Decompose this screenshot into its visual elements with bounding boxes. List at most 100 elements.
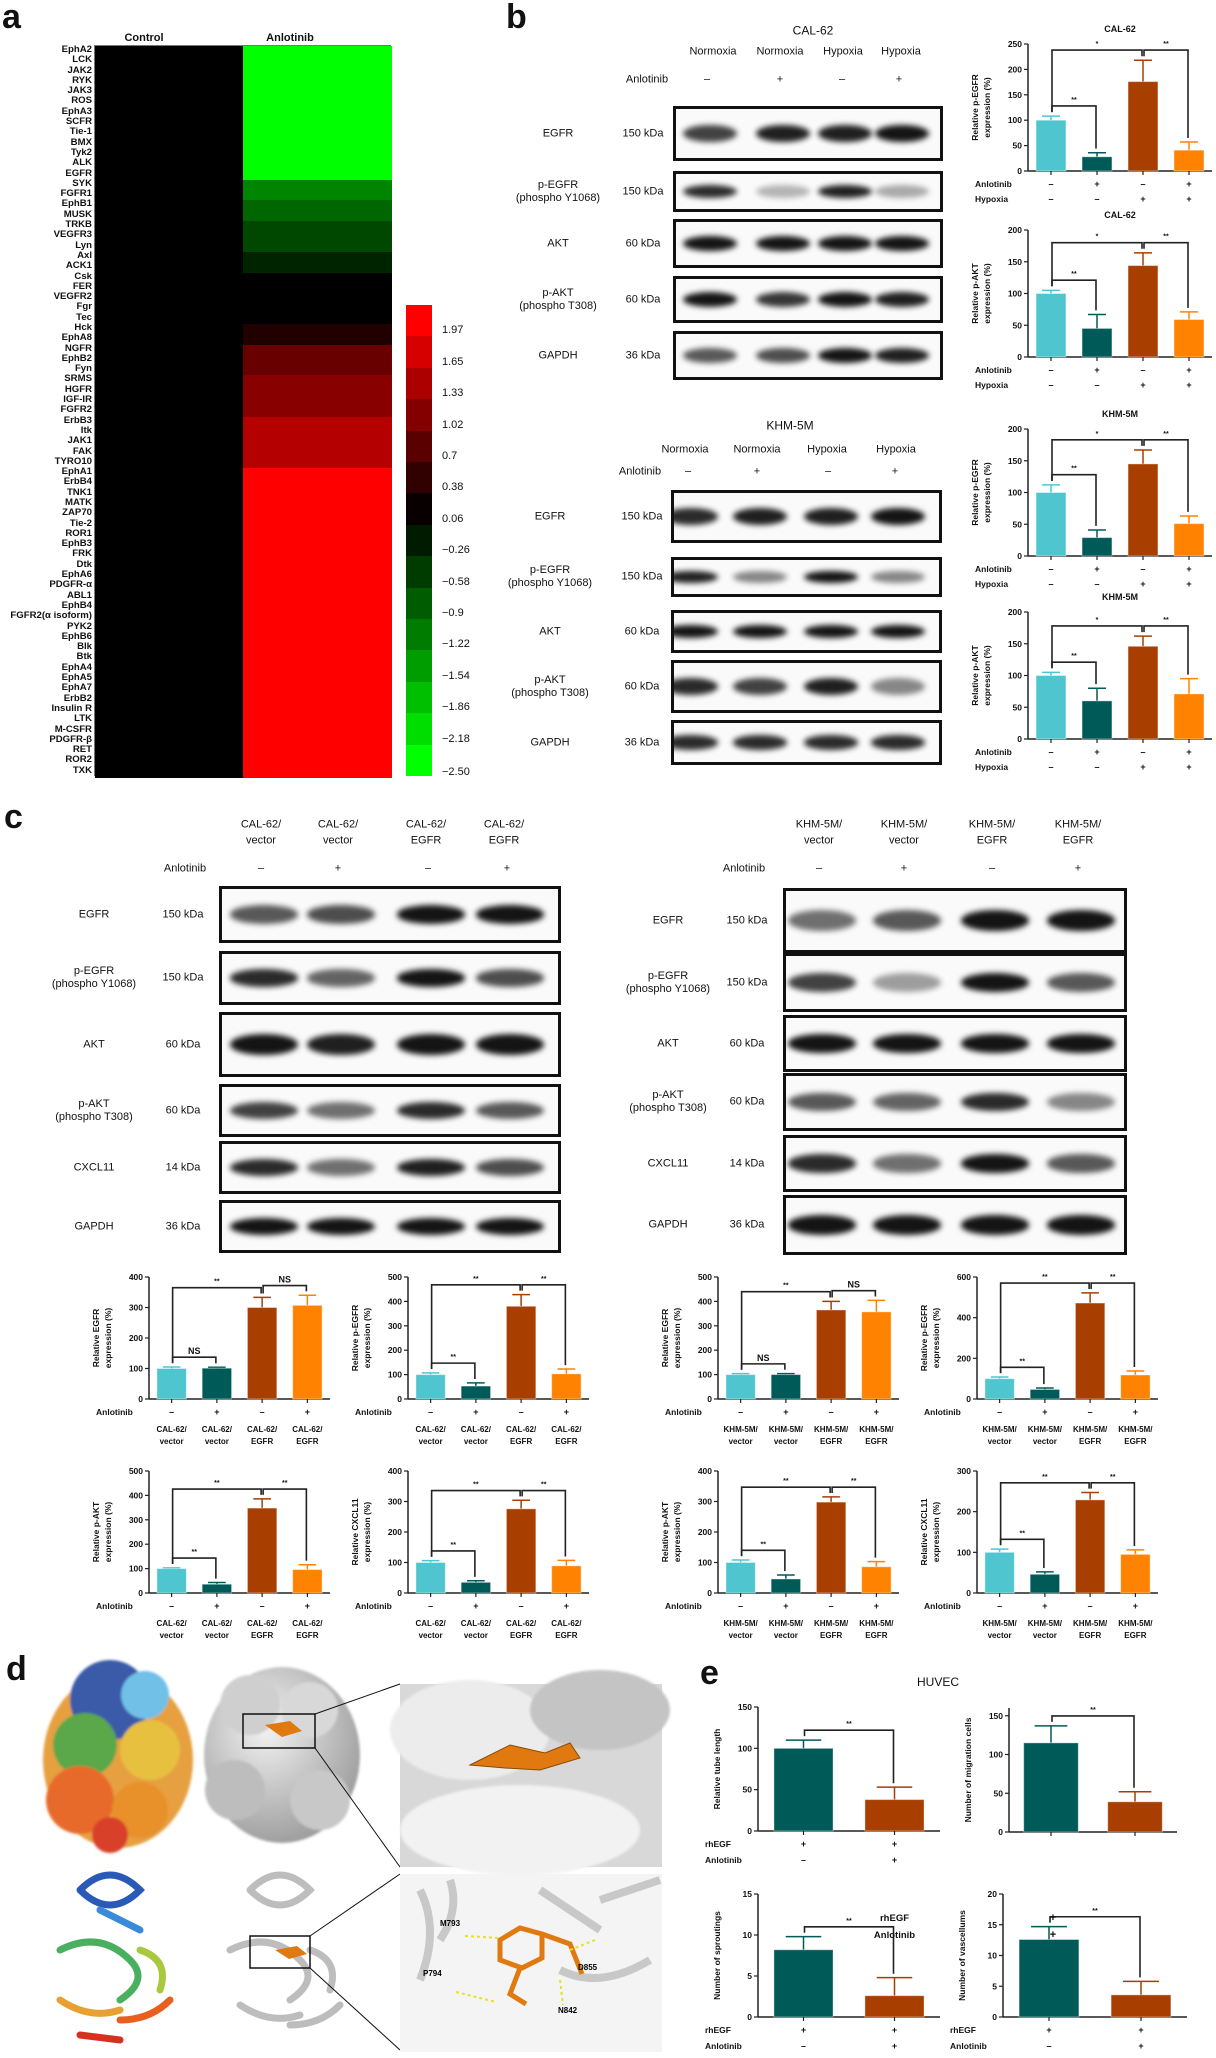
condition-label: Anlotinib	[924, 1407, 961, 1417]
protein-band	[960, 1092, 1030, 1112]
blot-strip	[671, 660, 942, 713]
protein-band	[818, 347, 872, 364]
heatmap-cell-control	[95, 56, 243, 68]
bar-chart-svg: KHM-5M 0 50 100 150 200 Relative p-EGFR express…	[970, 409, 1212, 589]
significance-label: **	[192, 1549, 198, 1556]
y-tick-label: 10	[988, 1951, 998, 1961]
condition-sign: –	[428, 1407, 433, 1417]
colorbar-block	[406, 556, 432, 589]
heatmap-cell-anlotinib	[243, 334, 392, 346]
heatmap-cell-anlotinib	[243, 499, 392, 510]
bar-chart-svg: KHM-5M 0 50 100 150 200 Relative p-AKT expressi…	[970, 592, 1212, 772]
heatmap-cell-anlotinib	[243, 406, 392, 418]
lane-condition-label: KHM-5M/	[795, 818, 843, 831]
treatment-sign: –	[684, 465, 692, 478]
y-tick-label: 100	[388, 1558, 402, 1568]
group-label: KHM-5M/	[814, 1619, 849, 1628]
heatmap-cell-control	[95, 210, 243, 222]
heatmap-cell-anlotinib	[243, 437, 392, 449]
heatmap-cell-control	[95, 581, 243, 593]
significance-bracket	[740, 1486, 831, 1557]
colorbar-block	[406, 305, 432, 337]
y-tick-label: 200	[957, 1507, 971, 1517]
protein-band	[872, 1092, 942, 1112]
colorbar-block	[406, 493, 432, 526]
protein-band	[1046, 1034, 1116, 1053]
treatment-sign: +	[891, 465, 899, 478]
heatmap-row-label: FGFR1	[60, 188, 92, 200]
protein-band	[306, 1102, 376, 1119]
heatmap-cell-control	[95, 478, 243, 490]
heatmap-cell-control	[95, 571, 243, 582]
chart-cal62-pegfr-overexp: 0 100 200 300 400 500 Relative p-EGFR expressio…	[328, 1261, 593, 1461]
bar	[1173, 149, 1205, 172]
condition-sign: +	[892, 1855, 897, 1865]
bar	[1127, 463, 1159, 557]
y-axis-label: Relative p-AKT	[970, 262, 980, 323]
y-tick-label: 150	[1008, 257, 1022, 267]
condition-sign: –	[519, 1601, 524, 1611]
heatmap-cell-anlotinib	[243, 118, 392, 129]
protein-band	[732, 508, 788, 525]
y-tick-label: 400	[388, 1466, 402, 1476]
group-label: KHM-5M/	[983, 1619, 1018, 1628]
bar-chart-svg: 0 100 200 300 400 Relative CXCL11 expression (…	[350, 1466, 589, 1640]
group-label: KHM-5M/	[769, 1619, 804, 1628]
group-label: vector	[774, 1631, 798, 1640]
bar	[505, 1508, 537, 1594]
protein-band	[683, 124, 737, 143]
protein-band	[870, 735, 926, 750]
protein-band	[683, 235, 737, 252]
y-tick-label: 5	[992, 1981, 997, 1991]
bar-chart-svg: 0 5 10 15 Number of sproutings ** rhEGF + + Anlot…	[705, 1889, 940, 2051]
protein-band	[870, 678, 926, 695]
y-axis-label: expression (%)	[931, 1308, 941, 1369]
treatment-sign: –	[824, 465, 832, 478]
group-label: CAL-62/	[157, 1619, 188, 1628]
bar-chart-svg: 0 100 200 300 Relative CXCL11 expression (%) *…	[919, 1466, 1158, 1640]
group-label: CAL-62/	[461, 1425, 492, 1434]
heatmap-cell-anlotinib	[243, 221, 392, 232]
heatmap-row-label: Hck	[74, 321, 92, 333]
group-label: EGFR	[510, 1437, 532, 1446]
heatmap-row-label: RYK	[72, 74, 92, 86]
protein-band	[818, 124, 872, 143]
significance-bracket	[262, 1488, 308, 1561]
blot-strip	[219, 886, 561, 943]
colorbar-block	[406, 430, 432, 463]
heatmap-cell-control	[95, 746, 243, 757]
protein-band	[396, 969, 466, 987]
group-label: vector	[464, 1437, 488, 1446]
y-tick-label: 5	[747, 1971, 752, 1981]
condition-sign: –	[1094, 194, 1099, 204]
chart-title: KHM-5M	[1102, 592, 1138, 602]
chart-khm5m-cxcl11: 0 100 200 300 Relative CXCL11 expression (%) *…	[897, 1455, 1162, 1655]
lane-condition-label: Normoxia	[661, 443, 709, 456]
heatmap-cell-control	[95, 468, 243, 480]
condition-sign: –	[1048, 380, 1053, 390]
y-tick-label: 200	[698, 1345, 712, 1355]
significance-bracket	[171, 1286, 262, 1364]
heatmap-row-label: FGFR2	[60, 404, 92, 416]
colorbar-tick-label: −0.26	[442, 544, 470, 557]
significance-bracket	[999, 1282, 1090, 1374]
y-tick-label: 400	[698, 1466, 712, 1476]
y-axis-label: Relative tube length	[712, 1729, 722, 1810]
protein-band	[787, 1034, 857, 1053]
protein-label-line: AKT	[83, 1038, 105, 1050]
significance-label: **	[451, 1354, 457, 1361]
significance-bracket	[430, 1489, 521, 1557]
y-tick-label: 0	[1017, 352, 1022, 362]
condition-sign: +	[1186, 179, 1191, 189]
protein-band	[875, 347, 929, 364]
significance-label: **	[451, 1542, 457, 1549]
y-tick-label: 100	[957, 1547, 971, 1557]
heatmap-cell-control	[95, 416, 243, 428]
protein-band	[306, 969, 376, 987]
heatmap-row-label: EphB3	[61, 538, 92, 550]
heatmap-row-label: ROS	[71, 95, 92, 107]
y-axis-label: Relative EGFR	[660, 1309, 670, 1368]
y-axis-label: expression (%)	[931, 1502, 941, 1563]
condition-sign: +	[892, 2025, 897, 2035]
heatmap-cell-anlotinib	[243, 663, 392, 675]
